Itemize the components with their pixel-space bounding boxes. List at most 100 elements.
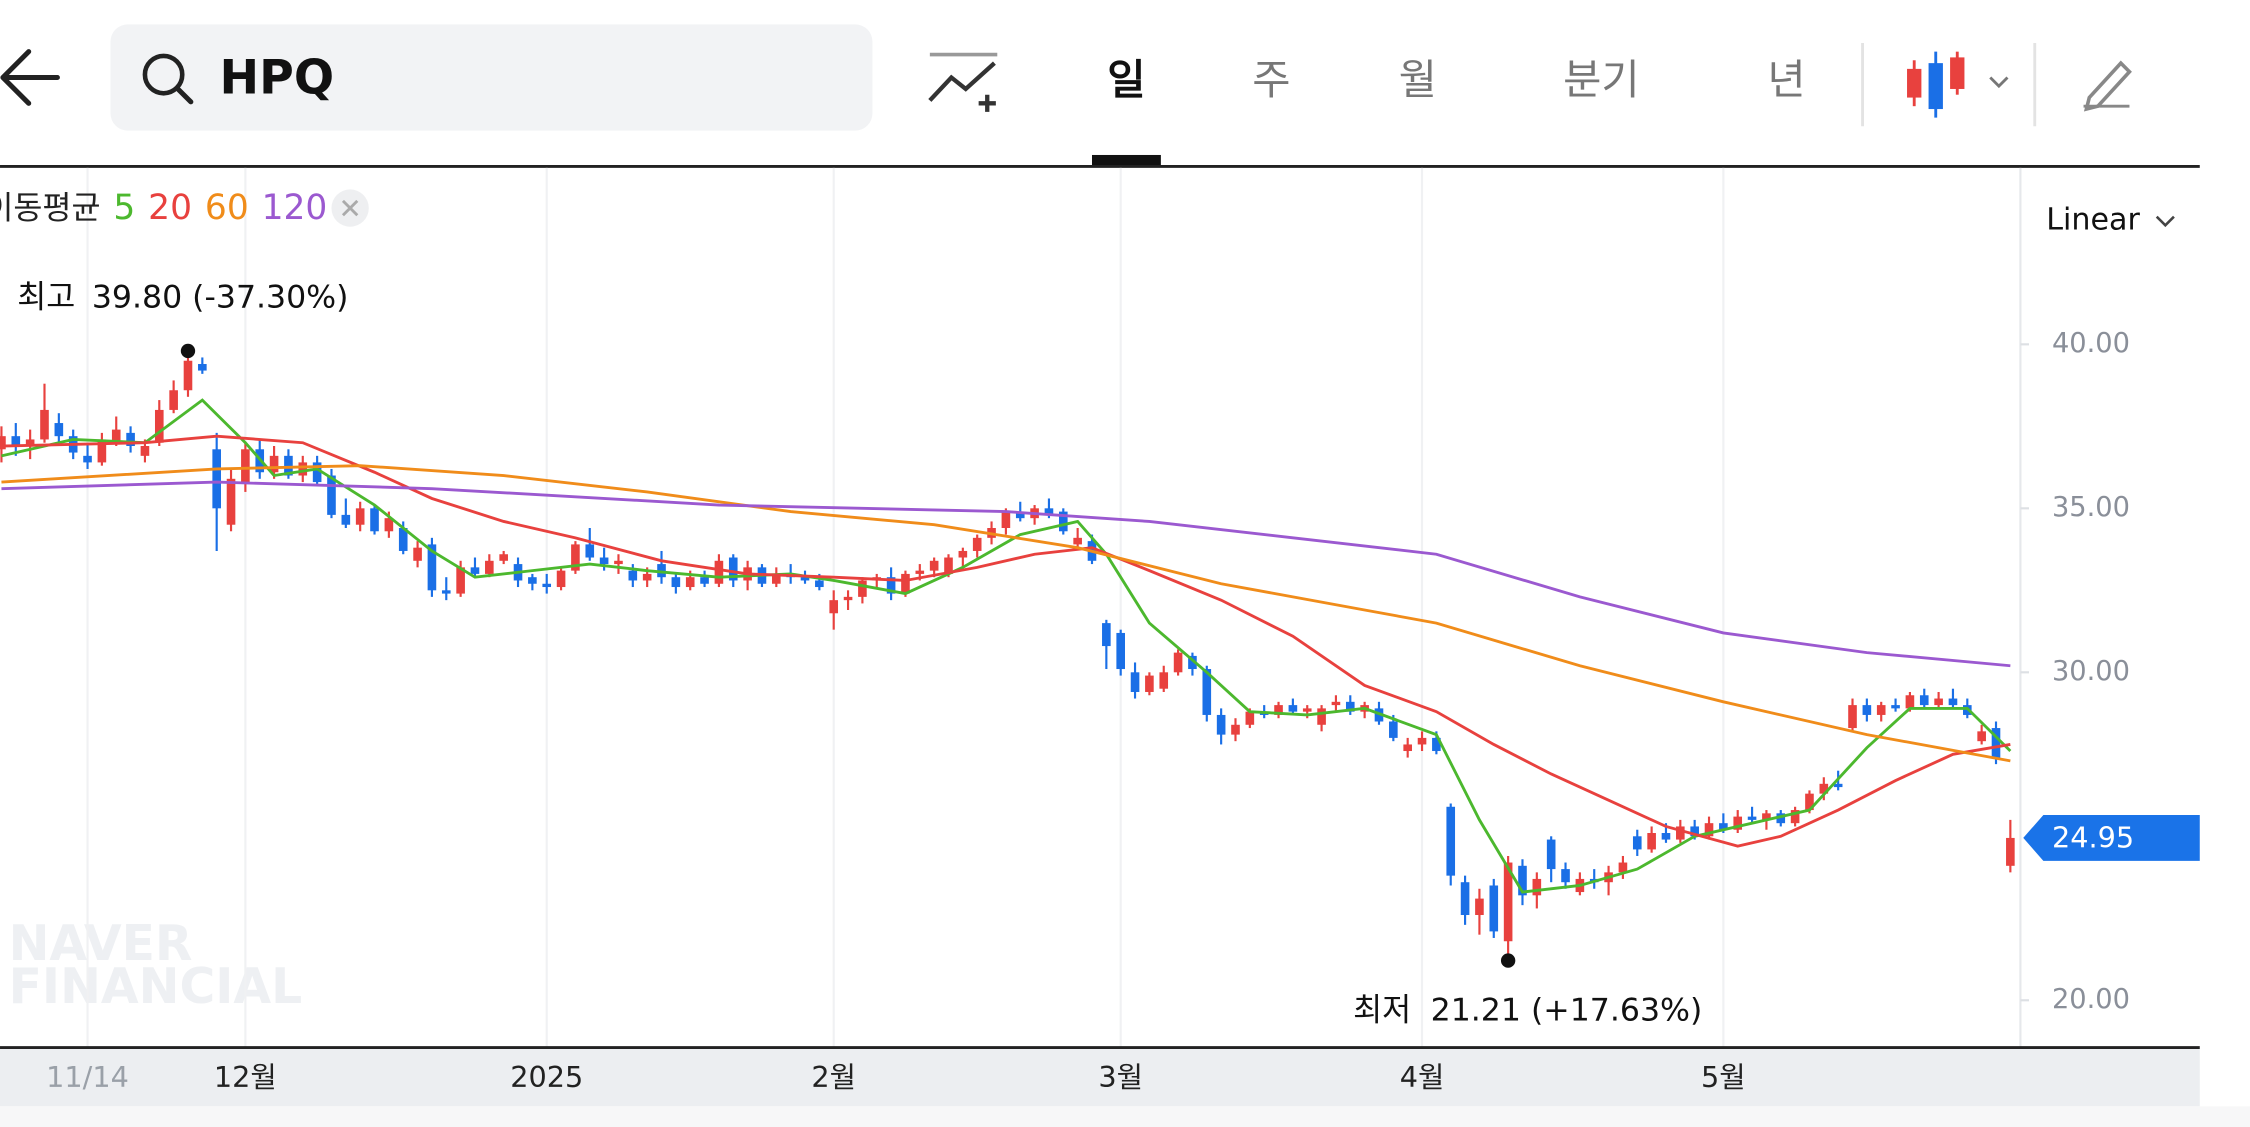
candle-body — [728, 557, 738, 581]
candle-body — [958, 550, 968, 558]
candle-body — [843, 596, 853, 601]
candle-body — [556, 570, 566, 588]
candle-body — [1058, 511, 1068, 532]
candle-body — [542, 583, 552, 588]
candle-body — [972, 537, 982, 551]
indicator-add-button[interactable] — [928, 52, 998, 112]
candle-body — [1733, 816, 1743, 830]
candle-body — [1719, 823, 1728, 830]
candle-body — [413, 547, 422, 561]
candle-body — [1776, 813, 1786, 824]
candle-body — [111, 429, 121, 443]
candle-body — [1432, 737, 1441, 752]
candle-body — [1231, 724, 1240, 735]
candle-body — [585, 544, 595, 558]
legend-entry: 120 — [262, 188, 328, 228]
scale-select[interactable]: Linear — [2046, 202, 2175, 237]
bottom-band — [0, 1106, 2250, 1127]
candle-body — [183, 360, 193, 391]
y-tick-label: 20.00 — [2052, 984, 2130, 1015]
moving-average-line — [1, 464, 2011, 763]
candle-body — [1173, 652, 1183, 673]
icon-part — [978, 94, 996, 112]
candle-body — [1188, 655, 1197, 670]
tab-underline — [1091, 154, 1161, 166]
y-tick-label: 30.00 — [2052, 656, 2130, 687]
x-tick-label: 4월 — [1400, 1060, 1445, 1094]
candle-body — [126, 432, 135, 447]
candle-body — [1503, 862, 1513, 942]
chart-type-button[interactable] — [1907, 51, 2009, 118]
scale-label: Linear — [2046, 202, 2140, 237]
search-box[interactable] — [110, 24, 873, 131]
candle-body — [815, 580, 824, 588]
low-text: 21.21 (+17.63%) — [1431, 993, 1703, 1029]
candle-body — [1991, 728, 2001, 758]
candle-body — [1704, 823, 1714, 837]
candle-body — [886, 577, 896, 594]
candle-body — [2006, 837, 2015, 866]
candle-body — [858, 580, 867, 597]
candle-body — [1460, 882, 1470, 916]
watermark: FINANCIAL — [9, 958, 303, 1015]
low-label: 최저 — [1353, 993, 1411, 1029]
candle-body — [1848, 705, 1857, 729]
x-tick-label: 2025 — [510, 1060, 583, 1094]
candle-body — [1518, 865, 1527, 896]
candle-body — [212, 449, 221, 509]
candle-body — [1446, 806, 1456, 876]
price-tag — [2023, 814, 2200, 861]
period-tab[interactable]: 월 — [1399, 55, 1437, 104]
candle-body — [901, 573, 910, 594]
candle-body — [1102, 623, 1111, 647]
period-tab[interactable]: 일 — [1107, 55, 1145, 104]
legend-entry: 60 — [205, 188, 249, 228]
x-tick-label: 3월 — [1098, 1060, 1143, 1094]
candle-body — [1948, 698, 1958, 706]
candle-body — [1762, 813, 1771, 820]
candle-body — [327, 475, 336, 515]
candle-body — [1919, 695, 1929, 706]
x-tick-label: 5월 — [1701, 1060, 1746, 1094]
candle-body — [528, 577, 537, 584]
candle-body — [284, 455, 293, 476]
candle-body — [1130, 672, 1140, 692]
candle-body — [571, 544, 580, 571]
high-marker — [180, 343, 196, 359]
icon-part — [1907, 68, 1922, 98]
candle-body — [1618, 862, 1628, 873]
candle-body — [800, 577, 810, 581]
candle-body — [1274, 705, 1283, 715]
close-x — [341, 199, 359, 217]
period-tab[interactable]: 주 — [1252, 55, 1290, 104]
candle-body — [1690, 826, 1699, 837]
candle-body — [1819, 783, 1829, 794]
candle-body — [154, 409, 164, 443]
candle-body — [11, 436, 21, 447]
candle-body — [269, 455, 279, 473]
x-tick-label: 11/14 — [46, 1060, 129, 1094]
candle-body — [1632, 836, 1642, 850]
candle-body — [1833, 783, 1843, 788]
candle-body — [1417, 737, 1427, 745]
period-tab[interactable]: 분기 — [1563, 55, 1640, 104]
candle-body — [441, 590, 451, 594]
back-button[interactable] — [0, 49, 60, 106]
candle-body — [714, 560, 724, 584]
x-axis-band — [0, 1048, 2200, 1107]
candle-body — [1403, 744, 1412, 752]
legend-close[interactable] — [331, 189, 369, 227]
high-text: 39.80 (-37.30%) — [92, 279, 349, 315]
candle-body — [671, 577, 681, 588]
candle-body — [1001, 511, 1011, 528]
draw-button[interactable] — [2083, 60, 2132, 112]
candle-body — [1647, 833, 1656, 850]
candle-body — [1202, 669, 1212, 715]
candle-body — [169, 390, 178, 410]
legend-entry: 20 — [148, 188, 192, 228]
period-tab[interactable]: 년 — [1767, 55, 1805, 104]
high-label: 최고 — [17, 279, 75, 315]
candle-body — [1073, 537, 1082, 545]
